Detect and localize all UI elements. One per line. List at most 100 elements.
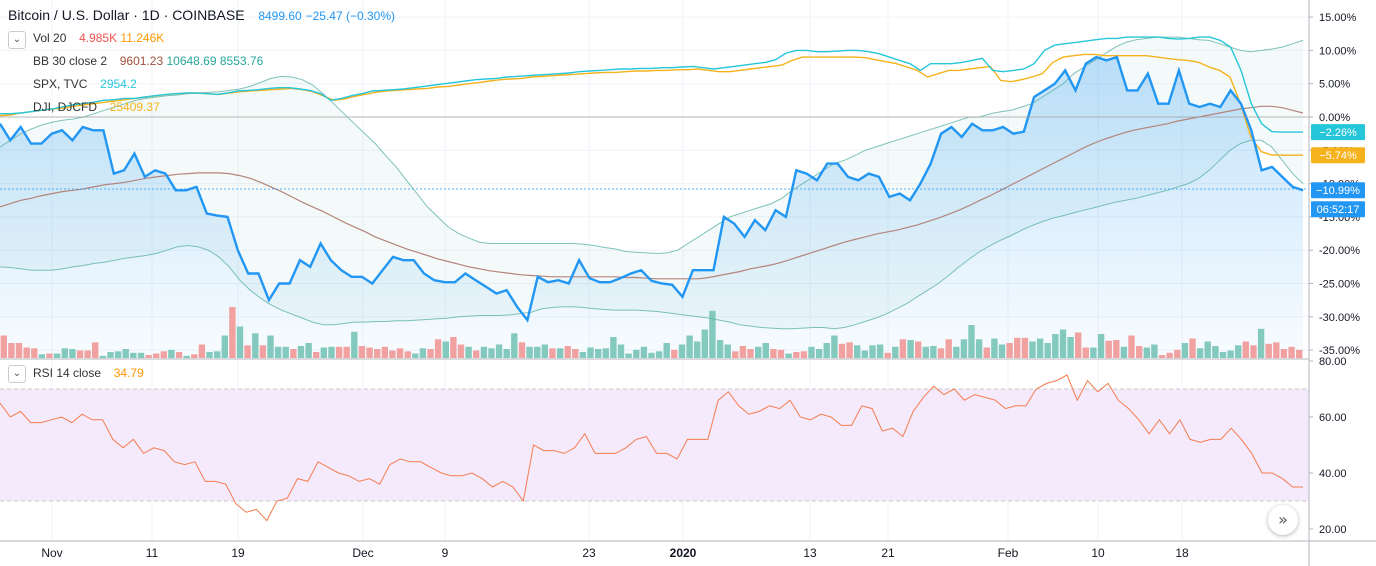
time-axis-label: Feb [998, 546, 1019, 560]
price-badge-text: −10.99% [1316, 185, 1360, 197]
volume-bar [1189, 338, 1196, 358]
time-axis[interactable]: Nov 11 19 Dec 9 23 2020 13 21 Feb 10 18 [41, 546, 1189, 560]
volume-bar [686, 335, 693, 358]
volume-bar [709, 310, 716, 359]
rsi-band [0, 389, 1309, 501]
volume-bar [450, 337, 457, 358]
price-badge [1311, 201, 1365, 218]
volume-bar [480, 346, 488, 359]
volume-bar [1021, 337, 1029, 359]
bb-legend: BB 30 close 2 9601.23 10648.69 8553.76 [33, 54, 263, 68]
volume-bar [694, 341, 701, 358]
volume-bar [762, 343, 769, 358]
volume-bar [335, 346, 343, 359]
price-tick-label: 15.00% [1319, 12, 1357, 24]
volume-bar [1075, 332, 1082, 358]
price-tick-label: -35.00% [1319, 345, 1360, 357]
price-tick-label: -20.00% [1319, 245, 1360, 257]
volume-bar [183, 355, 190, 359]
price-badge [1311, 182, 1365, 199]
volume-bar [92, 342, 99, 359]
time-axis-label: 2020 [670, 546, 697, 560]
volume-bar [473, 350, 480, 358]
volume-bar [46, 353, 53, 358]
price-badge-text: 06:52:17 [1317, 204, 1360, 216]
volume-bar [313, 352, 320, 358]
volume-bar [1097, 334, 1105, 358]
collapse-indicators-button[interactable]: ⌄ [8, 31, 26, 49]
dji-value: 25409.37 [109, 100, 160, 114]
volume-bar [648, 352, 655, 359]
symbol-name[interactable]: Bitcoin / U.S. Dollar [8, 7, 130, 23]
volume-bar [1280, 349, 1288, 358]
btc-area [0, 57, 1303, 358]
bb-basis-line [0, 105, 1304, 280]
volume-bar [1136, 346, 1143, 358]
interval[interactable]: 1D [141, 7, 160, 23]
volume-bar [953, 346, 960, 359]
time-axis-label: 11 [146, 546, 159, 560]
vol-label[interactable]: Vol 20 [33, 31, 67, 45]
volume-bar [343, 346, 350, 359]
volume-bar [823, 343, 830, 358]
volume-bar [937, 348, 945, 359]
volume-bar [998, 344, 1006, 358]
volume-bar [739, 346, 747, 358]
time-axis-label: 10 [1091, 546, 1105, 560]
volume-bar [1044, 343, 1051, 358]
volume-bar [777, 349, 785, 359]
volume-bar [1158, 355, 1166, 358]
volume-bar [633, 349, 640, 359]
price-badge-text: −2.26% [1319, 127, 1357, 139]
volume-bar [1036, 338, 1044, 358]
price-tick-label: 10.00% [1319, 45, 1357, 57]
volume-bar [1090, 347, 1097, 358]
volume-bar [38, 354, 46, 359]
volume-bar [602, 348, 609, 359]
volume-bar [145, 355, 152, 358]
volume-bar [107, 352, 114, 358]
dji-label[interactable]: DJI, DJCFD [33, 100, 97, 114]
bb-label[interactable]: BB 30 close 2 [33, 54, 108, 68]
dji-legend: DJI, DJCFD 25409.37 [33, 100, 160, 114]
volume-bar [267, 335, 274, 358]
spx-label[interactable]: SPX, TVC [33, 77, 88, 91]
rsi-label[interactable]: RSI 14 close [33, 366, 102, 380]
volume-bar [328, 346, 335, 359]
scroll-to-realtime-button[interactable]: » [1268, 505, 1298, 535]
volume-bar [419, 348, 427, 359]
volume-bar [1250, 345, 1257, 359]
volume-bar [503, 349, 510, 358]
volume-bar [595, 349, 602, 358]
rsi-tick-label: 20.00 [1319, 524, 1347, 536]
collapse-rsi-button[interactable]: ⌄ [8, 365, 26, 383]
volume-bar [374, 349, 381, 358]
rsi-line [0, 374, 1303, 522]
volume-bar [1029, 341, 1036, 358]
volume-bar [861, 350, 868, 358]
price-tick-label: -25.00% [1319, 279, 1360, 291]
rsi-value: 34.79 [113, 366, 144, 380]
volume-bar [1082, 347, 1089, 358]
volume-bar [442, 341, 449, 358]
volume-bar [69, 349, 76, 358]
rsi-axis[interactable]: 80.00 60.00 40.00 20.00 [1309, 356, 1347, 536]
volume-bar [785, 353, 792, 358]
volume-bar [625, 353, 632, 358]
volume-bar [770, 349, 777, 358]
volume-bar [800, 351, 808, 359]
volume-bar [572, 349, 579, 358]
volume-bar [915, 341, 922, 358]
volume-bar [229, 307, 236, 358]
volume-bar [381, 346, 388, 359]
volume-bar [587, 347, 594, 358]
volume-bar [907, 340, 914, 358]
volume-bar [899, 339, 907, 359]
volume-bar [579, 352, 587, 358]
volume-bar [930, 346, 937, 358]
exchange: COINBASE [172, 7, 245, 23]
volume-bar [747, 349, 754, 358]
volume-bar [1166, 352, 1173, 359]
volume-bar [434, 339, 442, 359]
